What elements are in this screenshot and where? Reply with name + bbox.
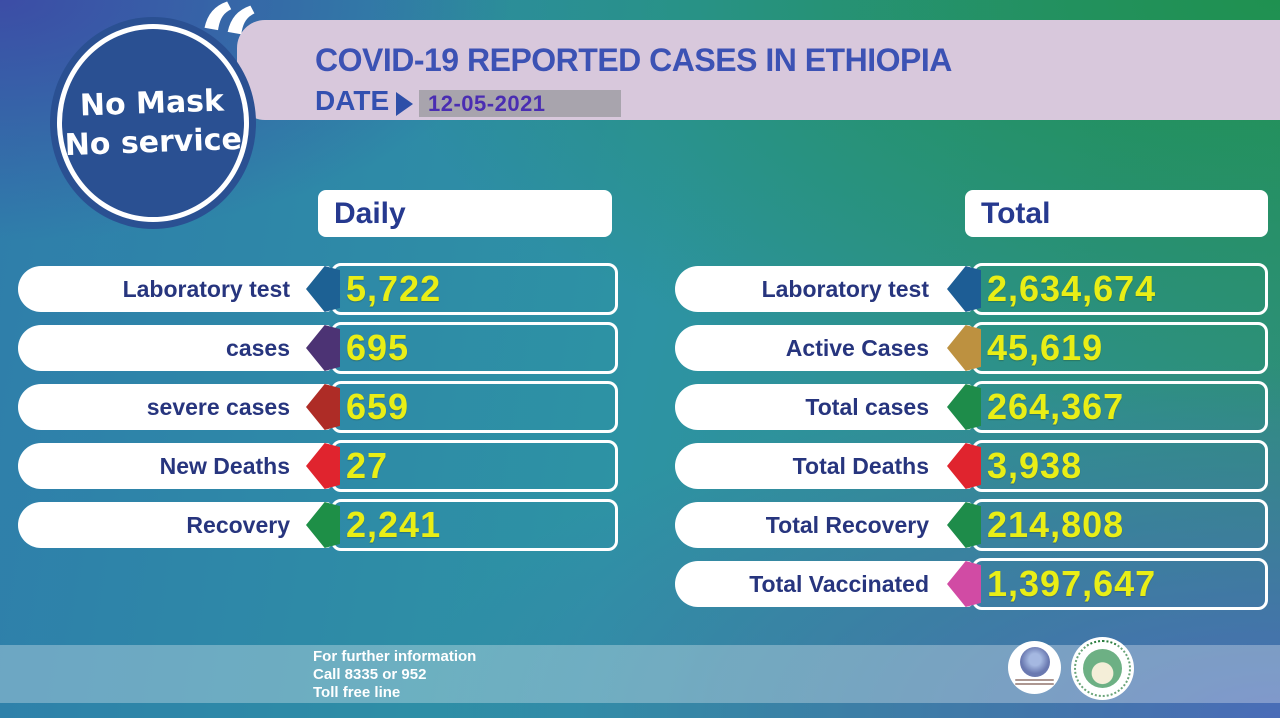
- stat-label: cases: [226, 334, 290, 361]
- stat-label-pill: cases: [18, 325, 332, 371]
- stat-label: Total Recovery: [765, 511, 929, 538]
- stat-value: 1,397,647: [987, 563, 1157, 604]
- globe-emblem-icon: [1019, 647, 1050, 677]
- stat-label-pill: Laboratory test: [675, 266, 973, 312]
- stat-value: 214,808: [987, 504, 1125, 545]
- stat-label: severe cases: [146, 393, 290, 420]
- stat-value-box: 214,808: [972, 499, 1268, 551]
- stat-row: New Deaths 27: [18, 440, 618, 492]
- stat-label: Active Cases: [785, 334, 929, 361]
- stat-row: Total Deaths 3,938: [675, 440, 1268, 492]
- stat-row: severe cases 659: [18, 381, 618, 433]
- stat-value: 695: [346, 327, 410, 368]
- stat-value-box: 2,241: [331, 499, 618, 551]
- stat-label-pill: severe cases: [18, 384, 332, 430]
- stat-value: 3,938: [987, 445, 1083, 486]
- daily-rows: Laboratory test 5,722 cases 695 severe c…: [18, 263, 618, 551]
- stat-value: 5,722: [346, 268, 442, 309]
- footer-line: Toll free line: [313, 684, 401, 701]
- stat-value-box: 45,619: [972, 322, 1268, 374]
- footer-info-text: For further information Call 8335 or 952…: [313, 648, 476, 702]
- stat-value-box: 1,397,647: [972, 558, 1268, 610]
- stat-row: Active Cases 45,619: [675, 322, 1268, 374]
- stat-label-pill: Total Recovery: [675, 502, 973, 548]
- date-value-chip: 12-05-2021: [419, 90, 621, 117]
- stat-label-pill: Total Vaccinated: [675, 561, 973, 607]
- stat-label: Total Vaccinated: [749, 570, 929, 597]
- no-mask-badge: No Mask No service: [57, 24, 249, 222]
- stat-value-box: 5,722: [331, 263, 618, 315]
- stat-value-box: 2,634,674: [972, 263, 1268, 315]
- ministry-of-health-logo: [1008, 641, 1061, 694]
- badge-line2: No service: [64, 121, 243, 164]
- footer-band: For further information Call 8335 or 952…: [0, 645, 1280, 703]
- stat-value-box: 264,367: [972, 381, 1268, 433]
- stat-label: New Deaths: [159, 452, 290, 479]
- total-column-header: Total: [965, 190, 1268, 237]
- stat-value: 2,241: [346, 504, 442, 545]
- date-label: DATE: [315, 85, 390, 116]
- public-health-institute-logo: [1071, 637, 1134, 700]
- stat-value: 27: [346, 445, 389, 486]
- page-title: COVID-19 REPORTED CASES IN ETHIOPIA: [315, 42, 952, 78]
- stat-row: Laboratory test 5,722: [18, 263, 618, 315]
- stat-row: Total Recovery 214,808: [675, 499, 1268, 551]
- stat-label-pill: Total cases: [675, 384, 973, 430]
- stat-row: Total cases 264,367: [675, 381, 1268, 433]
- daily-header-label: Daily: [334, 197, 406, 230]
- stat-value-box: 27: [331, 440, 618, 492]
- total-rows: Laboratory test 2,634,674 Active Cases 4…: [675, 263, 1268, 610]
- daily-column-header: Daily: [318, 190, 612, 237]
- stat-row: Recovery 2,241: [18, 499, 618, 551]
- footer-line: For further information: [313, 648, 477, 665]
- building-emblem-icon: [1083, 649, 1122, 688]
- stat-label-pill: Total Deaths: [675, 443, 973, 489]
- footer-line: Call 8335 or 952: [313, 666, 427, 683]
- stat-value-box: 659: [331, 381, 618, 433]
- stat-row: cases 695: [18, 322, 618, 374]
- stat-label-pill: Active Cases: [675, 325, 973, 371]
- stat-row: Total Vaccinated 1,397,647: [675, 558, 1268, 610]
- stat-row: Laboratory test 2,634,674: [675, 263, 1268, 315]
- stat-label: Laboratory test: [122, 275, 290, 302]
- stat-label-pill: Recovery: [18, 502, 332, 548]
- stat-value-box: 695: [331, 322, 618, 374]
- stat-label: Recovery: [186, 511, 290, 538]
- stat-value-box: 3,938: [972, 440, 1268, 492]
- date-arrow-icon: [396, 92, 413, 116]
- stat-label: Laboratory test: [761, 275, 929, 302]
- logo-caption-lines: [1008, 679, 1061, 685]
- stat-value: 45,619: [987, 327, 1104, 368]
- stat-value: 659: [346, 386, 410, 427]
- stat-label-pill: New Deaths: [18, 443, 332, 489]
- stat-label-pill: Laboratory test: [18, 266, 332, 312]
- stat-value: 2,634,674: [987, 268, 1157, 309]
- date-value: 12-05-2021: [428, 91, 546, 116]
- stat-value: 264,367: [987, 386, 1125, 427]
- circular-text-ring: [1074, 640, 1131, 697]
- total-header-label: Total: [981, 197, 1051, 230]
- stat-label: Total Deaths: [792, 452, 929, 479]
- stat-label: Total cases: [805, 393, 929, 420]
